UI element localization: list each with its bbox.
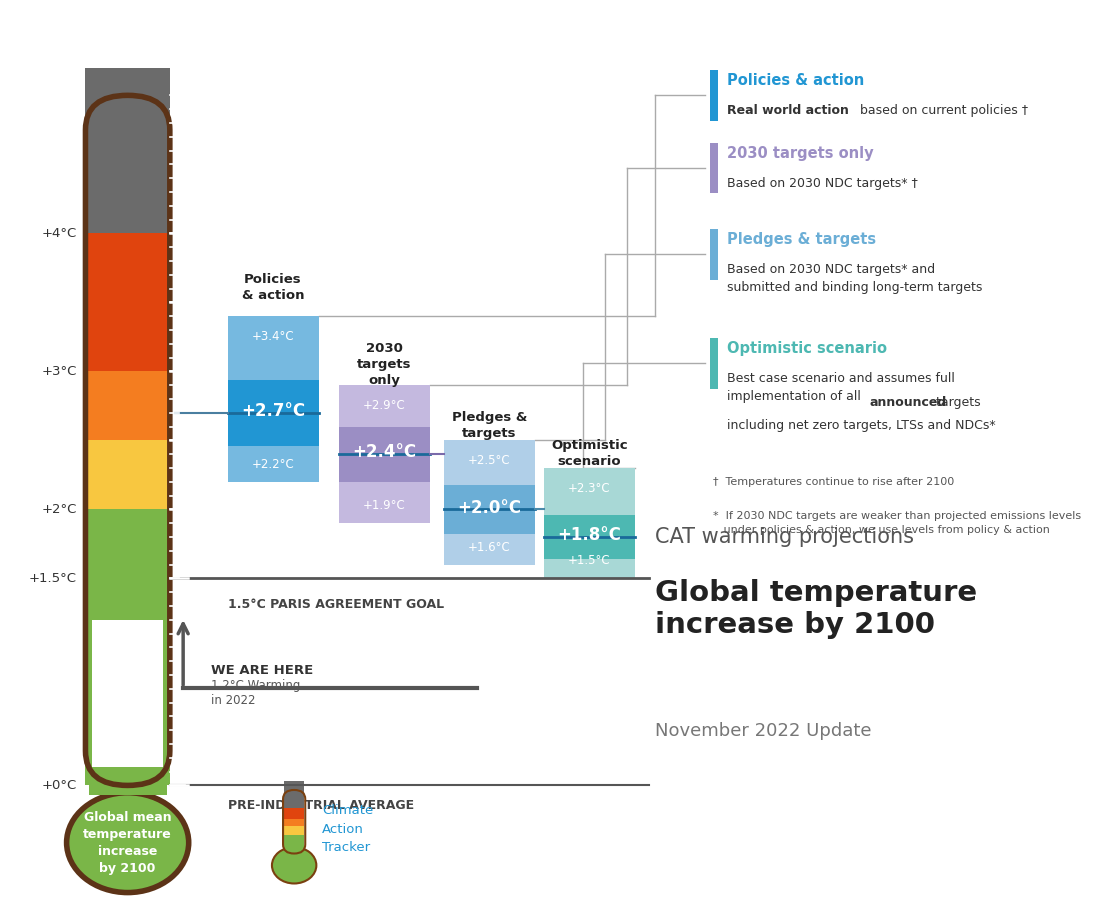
FancyBboxPatch shape <box>339 427 430 482</box>
Text: based on current policies †: based on current policies † <box>856 104 1028 117</box>
FancyBboxPatch shape <box>85 233 170 371</box>
FancyBboxPatch shape <box>284 840 304 856</box>
Text: 1.2°C Warming
in 2022: 1.2°C Warming in 2022 <box>211 679 301 706</box>
FancyBboxPatch shape <box>284 835 304 854</box>
Text: 1.5°C PARIS AGREEMENT GOAL: 1.5°C PARIS AGREEMENT GOAL <box>228 598 444 611</box>
Text: +0°C: +0°C <box>41 779 77 792</box>
FancyBboxPatch shape <box>710 338 718 389</box>
Circle shape <box>272 847 316 883</box>
Text: including net zero targets, LTSs and NDCs*: including net zero targets, LTSs and NDC… <box>727 419 996 432</box>
Text: WE ARE HERE: WE ARE HERE <box>211 664 313 677</box>
Text: +1.9°C: +1.9°C <box>363 499 405 512</box>
Text: +2.9°C: +2.9°C <box>363 399 405 412</box>
Circle shape <box>67 793 189 893</box>
FancyBboxPatch shape <box>444 440 535 565</box>
Text: Optimistic
scenario: Optimistic scenario <box>551 439 628 468</box>
Text: PRE-INDUSTRIAL AVERAGE: PRE-INDUSTRIAL AVERAGE <box>228 799 414 812</box>
Text: +2.5°C: +2.5°C <box>468 454 511 467</box>
Text: +1.8°C: +1.8°C <box>557 526 622 544</box>
Text: Best case scenario and assumes full
implementation of all: Best case scenario and assumes full impl… <box>727 372 955 403</box>
Text: Policies & action: Policies & action <box>727 74 865 88</box>
Text: +1.5°C: +1.5°C <box>568 555 611 568</box>
FancyBboxPatch shape <box>85 371 170 440</box>
FancyBboxPatch shape <box>284 826 304 835</box>
Text: announced: announced <box>869 396 947 409</box>
FancyBboxPatch shape <box>284 781 304 808</box>
FancyBboxPatch shape <box>89 767 166 794</box>
Text: +1.6°C: +1.6°C <box>468 540 511 554</box>
Text: +3.4°C: +3.4°C <box>252 330 294 343</box>
Text: Real world action: Real world action <box>727 104 849 117</box>
Text: Optimistic scenario: Optimistic scenario <box>727 341 887 356</box>
Text: 2030
targets
only: 2030 targets only <box>356 341 412 387</box>
Text: Tracker: Tracker <box>322 841 370 854</box>
Text: 2030 targets only: 2030 targets only <box>727 146 874 161</box>
FancyBboxPatch shape <box>444 485 535 534</box>
FancyBboxPatch shape <box>544 468 635 578</box>
Text: Policies
& action: Policies & action <box>242 272 304 301</box>
Text: Based on 2030 NDC targets* and
submitted and binding long-term targets: Based on 2030 NDC targets* and submitted… <box>727 263 982 294</box>
Text: *  If 2030 NDC targets are weaker than projected emissions levels
   under polic: * If 2030 NDC targets are weaker than pr… <box>713 511 1081 535</box>
Text: Action: Action <box>322 823 364 835</box>
FancyBboxPatch shape <box>710 70 718 121</box>
Text: +2.2°C: +2.2°C <box>252 458 294 471</box>
Text: targets: targets <box>932 396 981 409</box>
Text: +1.5°C: +1.5°C <box>29 572 77 585</box>
FancyBboxPatch shape <box>284 819 304 826</box>
FancyBboxPatch shape <box>228 380 319 446</box>
Text: CAT warming projections: CAT warming projections <box>655 527 914 547</box>
FancyBboxPatch shape <box>92 620 163 781</box>
FancyBboxPatch shape <box>284 808 304 819</box>
FancyBboxPatch shape <box>85 509 170 785</box>
Text: †  Temperatures continue to rise after 2100: † Temperatures continue to rise after 21… <box>713 477 953 487</box>
FancyBboxPatch shape <box>85 68 170 233</box>
Text: Climate: Climate <box>322 804 373 817</box>
Text: Pledges & targets: Pledges & targets <box>727 232 876 247</box>
FancyBboxPatch shape <box>228 316 319 482</box>
FancyBboxPatch shape <box>544 515 635 559</box>
Text: +2°C: +2°C <box>41 503 77 516</box>
Text: +2.7°C: +2.7°C <box>241 402 305 420</box>
Text: Global temperature
increase by 2100: Global temperature increase by 2100 <box>655 579 977 638</box>
Text: +3°C: +3°C <box>41 365 77 378</box>
FancyBboxPatch shape <box>339 385 430 523</box>
Text: +4°C: +4°C <box>41 227 77 240</box>
Text: Global mean
temperature
increase
by 2100: Global mean temperature increase by 2100 <box>83 811 172 874</box>
Text: +2.4°C: +2.4°C <box>352 443 416 461</box>
FancyBboxPatch shape <box>710 143 718 193</box>
Text: +2.0°C: +2.0°C <box>457 498 522 517</box>
FancyBboxPatch shape <box>710 229 718 280</box>
Text: November 2022 Update: November 2022 Update <box>655 722 871 740</box>
FancyBboxPatch shape <box>85 440 170 509</box>
Text: Pledges &
targets: Pledges & targets <box>452 411 527 440</box>
Text: Based on 2030 NDC targets* †: Based on 2030 NDC targets* † <box>727 177 918 190</box>
Text: +2.3°C: +2.3°C <box>568 481 611 495</box>
